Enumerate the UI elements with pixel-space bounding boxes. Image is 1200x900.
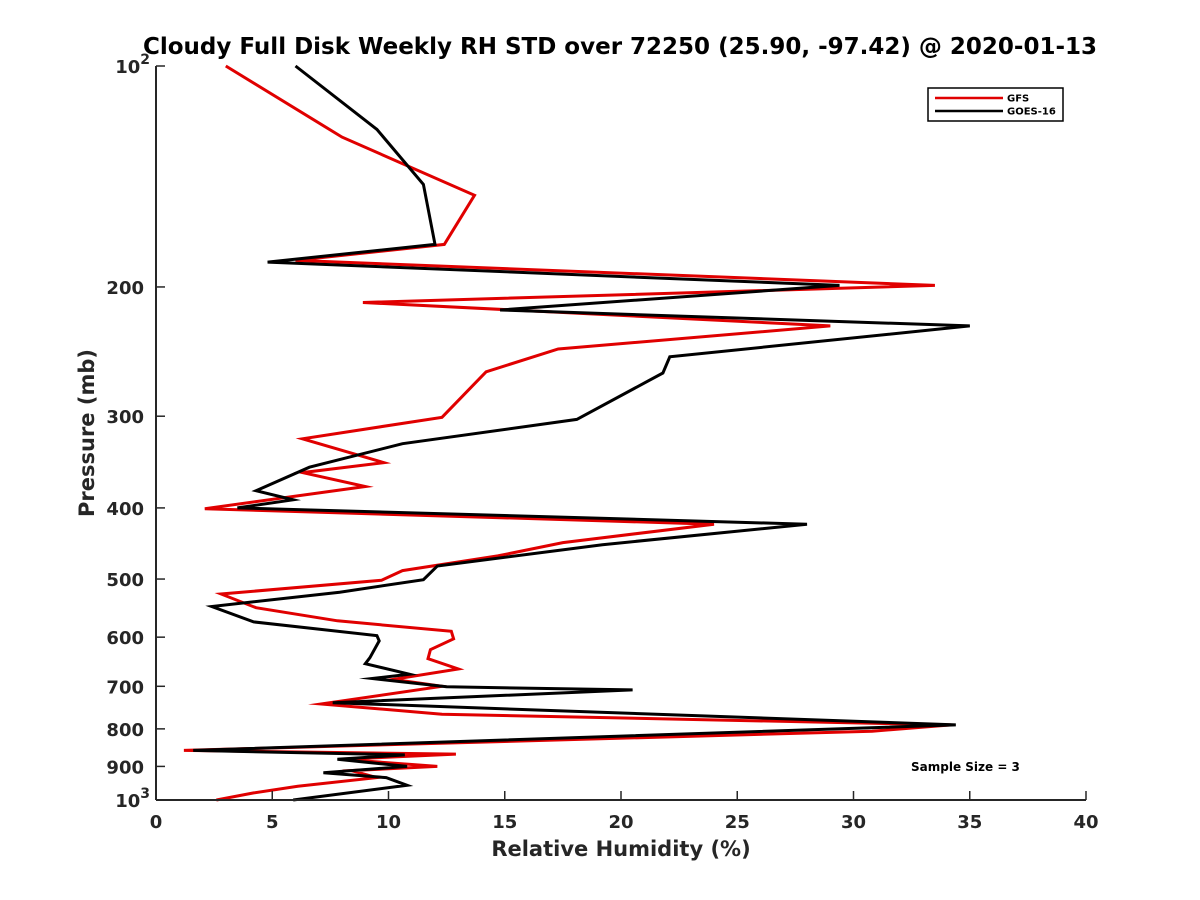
legend-label-goes16: GOES-16 — [1007, 107, 1056, 118]
y-tick-label: 900 — [106, 757, 144, 778]
x-axis-label: Relative Humidity (%) — [491, 837, 750, 861]
x-tick-label: 10 — [376, 812, 401, 833]
series-line-goes16 — [193, 64, 970, 802]
axes: 0 5 10 15 20 25 30 35 40 102 200 300 400 500 600 700 80… — [106, 52, 1098, 833]
legend-box — [927, 87, 1064, 122]
y-tick-label: 300 — [106, 407, 144, 428]
series-lines — [183, 64, 970, 802]
y-tick-label: 102 — [115, 52, 150, 78]
sample-size-annotation: Sample Size = 3 — [911, 760, 1020, 774]
y-tick-label: 200 — [106, 278, 144, 299]
x-tick-label: 40 — [1073, 812, 1098, 833]
y-tick-label: 500 — [106, 570, 144, 591]
y-tick-label: 800 — [106, 720, 144, 741]
y-axis-ticks: 102 200 300 400 500 600 700 800 900 103 — [106, 52, 165, 812]
x-tick-label: 25 — [725, 812, 750, 833]
series-line-gfs — [183, 64, 952, 802]
x-axis-ticks: 0 5 10 15 20 25 30 35 40 — [150, 791, 1099, 833]
y-tick-label: 600 — [106, 628, 144, 649]
chart-title: Cloudy Full Disk Weekly RH STD over 7225… — [143, 34, 1097, 60]
x-tick-label: 15 — [492, 812, 517, 833]
x-tick-label: 35 — [957, 812, 982, 833]
legend: GFS GOES-16 — [927, 87, 1064, 122]
x-tick-label: 5 — [266, 812, 279, 833]
x-tick-label: 30 — [841, 812, 866, 833]
y-tick-label: 103 — [115, 786, 150, 812]
legend-label-gfs: GFS — [1007, 94, 1029, 105]
x-tick-label: 20 — [608, 812, 633, 833]
y-tick-label: 400 — [106, 499, 144, 520]
y-axis-label: Pressure (mb) — [75, 349, 99, 517]
x-tick-label: 0 — [150, 812, 163, 833]
y-tick-label: 700 — [106, 677, 144, 698]
